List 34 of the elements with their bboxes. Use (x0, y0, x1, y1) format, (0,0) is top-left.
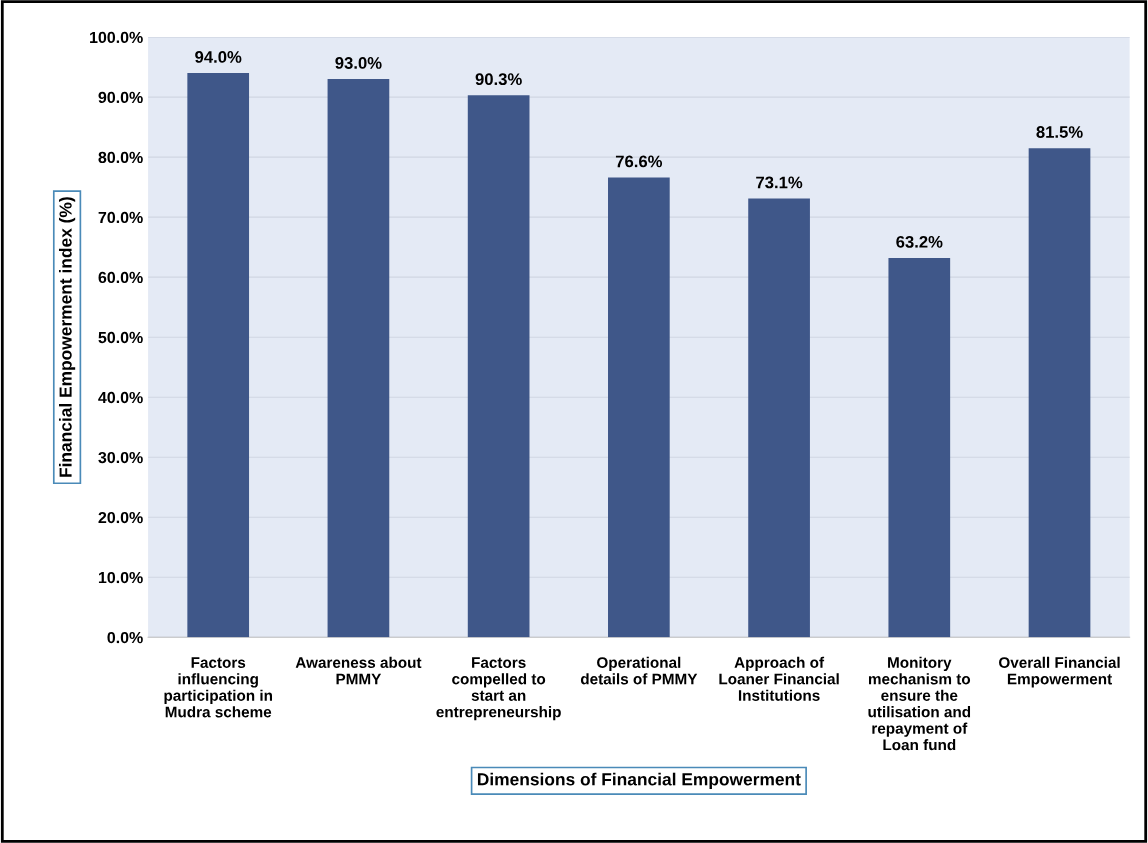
y-tick-label: 100.0% (90, 31, 143, 44)
x-tick-label: Approach of Loaner Financial Institutions (719, 656, 839, 701)
x-tick-label: Operational details of PMMY (580, 656, 698, 685)
data-label: 90.3% (475, 73, 522, 86)
y-tick-label: 30.0% (98, 451, 143, 464)
x-tick-label: Overall Financial Empowerment (999, 656, 1120, 688)
bar (888, 257, 951, 638)
y-tick-label: 80.0% (98, 151, 143, 164)
data-label: 93.0% (335, 57, 382, 69)
data-label: 81.5% (1036, 126, 1083, 138)
bar (327, 79, 390, 638)
data-label: 76.6% (615, 155, 663, 168)
x-axis-title: Dimensions of Financial Empowerment (477, 772, 801, 789)
x-tick-label: Awareness about PMMY (295, 656, 422, 685)
y-tick-label: 40.0% (98, 391, 143, 404)
x-tick-label: Factors influencing participation in Mudra scheme (164, 657, 273, 718)
x-tick-label: Monitory mechanism to ensure the utilisation and repayment of Loan fund (868, 656, 971, 751)
bar (1028, 148, 1091, 638)
x-tick-label: Factors compelled to start an entrepreneurship (436, 657, 561, 721)
data-label: 73.1% (756, 176, 803, 189)
y-tick-label: 10.0% (98, 571, 143, 584)
data-label: 94.0% (195, 51, 242, 63)
y-tick-label: 70.0% (98, 211, 143, 224)
bar (467, 95, 530, 638)
y-tick-label: 50.0% (98, 331, 143, 344)
y-tick-label: 90.0% (98, 91, 143, 104)
bar (748, 198, 810, 638)
bar (608, 177, 670, 638)
data-label: 63.2% (896, 235, 943, 248)
y-tick-label: 20.0% (98, 511, 143, 524)
bar (187, 73, 250, 638)
y-axis-title: Financial Empowerment index (%) (58, 197, 76, 477)
y-tick-label: 0.0% (107, 631, 143, 644)
y-tick-label: 60.0% (98, 271, 143, 284)
